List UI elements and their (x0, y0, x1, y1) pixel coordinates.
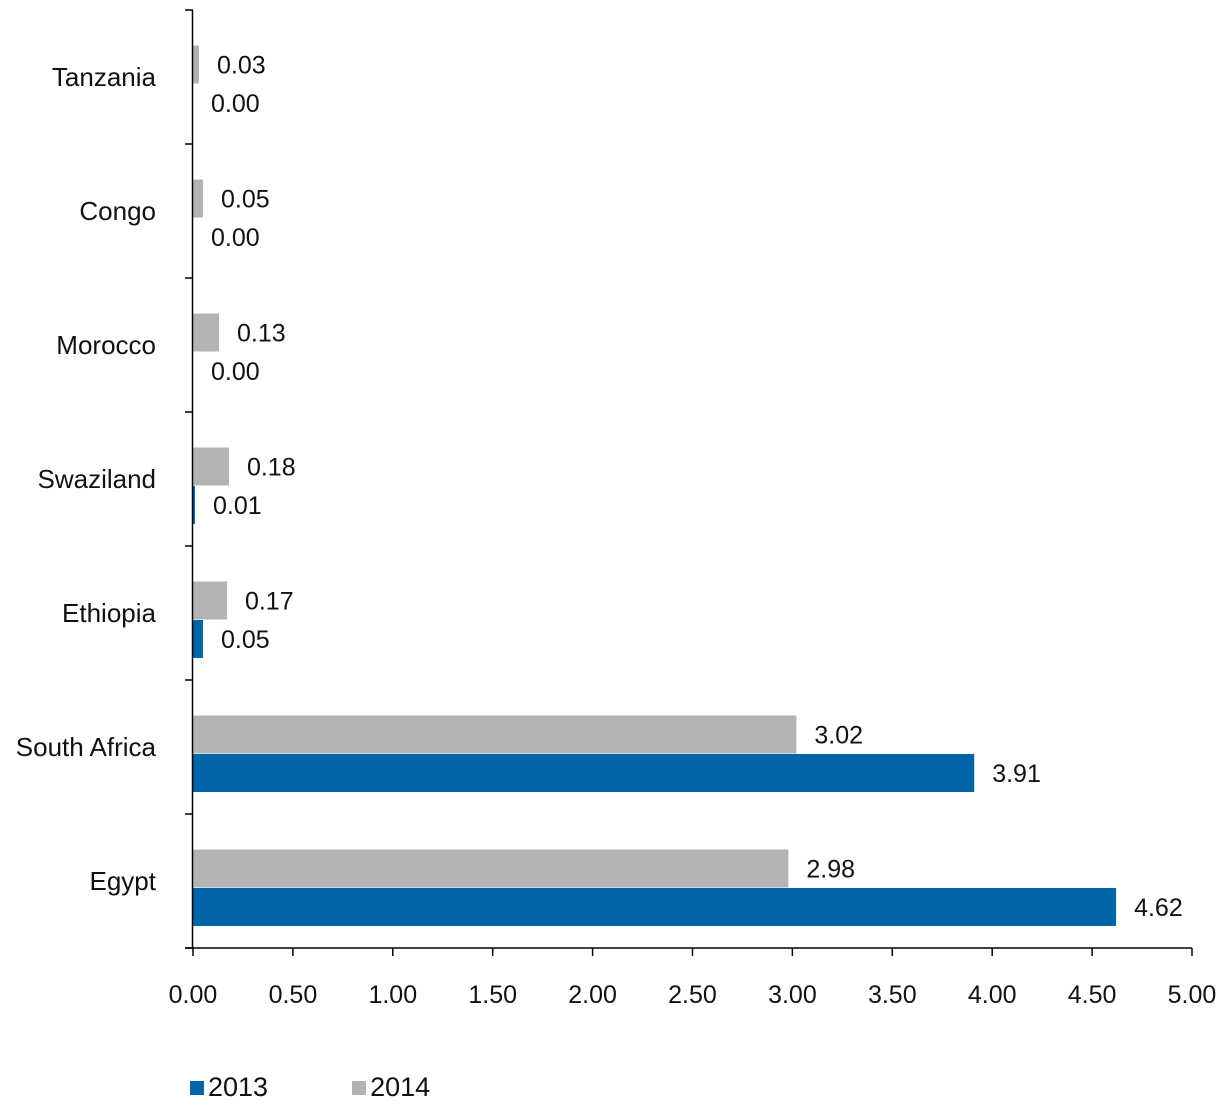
data-label-south-africa-2014: 3.02 (814, 722, 863, 750)
bar-chart: 2.98 4.62 Egypt 3.02 3.91 South Africa 0.17 0.0… (16, 9, 1217, 1010)
category-label-tanzania: Tanzania (52, 62, 157, 92)
x-tick-label: 3.50 (868, 981, 917, 1009)
x-tick-label: 4.00 (968, 981, 1017, 1009)
legend-swatch-2013 (190, 1080, 204, 1095)
x-tick-label: 2.00 (568, 981, 617, 1009)
data-label-morocco-2013: 0.00 (211, 358, 260, 386)
bar-south-africa-2014 (193, 715, 797, 754)
bar-tanzania-2014 (193, 45, 199, 84)
x-tick-label: 3.00 (768, 981, 817, 1009)
legend: 2013 2014 (190, 1072, 514, 1103)
bar-egypt-2013 (193, 888, 1117, 926)
data-label-swaziland-2014: 0.18 (247, 454, 296, 482)
x-tick-label: 2.50 (668, 981, 717, 1009)
bar-morocco-2014 (193, 313, 219, 352)
legend-item-2013: 2013 (190, 1072, 268, 1103)
data-label-south-africa-2013: 3.91 (992, 760, 1041, 788)
data-label-congo-2014: 0.05 (221, 186, 270, 214)
axes-layer (185, 9, 1193, 956)
bar-swaziland-2013 (193, 486, 195, 524)
data-label-tanzania-2014: 0.03 (217, 52, 266, 80)
x-tick-label: 5.00 (1168, 981, 1217, 1009)
data-label-tanzania-2013: 0.00 (211, 90, 260, 118)
data-label-ethiopia-2013: 0.05 (221, 626, 270, 654)
data-label-ethiopia-2014: 0.17 (245, 588, 294, 616)
legend-item-2014: 2014 (352, 1072, 430, 1103)
legend-label-2013: 2013 (208, 1072, 269, 1102)
x-tick-label: 0.50 (269, 981, 318, 1009)
category-label-south-africa: South Africa (16, 732, 157, 762)
category-label-morocco: Morocco (56, 330, 156, 360)
data-label-congo-2013: 0.00 (211, 224, 260, 252)
category-label-congo: Congo (79, 196, 156, 226)
bar-ethiopia-2013 (193, 620, 203, 658)
bars-layer (193, 45, 1117, 926)
x-tick-label: 1.00 (368, 981, 417, 1009)
legend-label-2014: 2014 (370, 1072, 431, 1102)
data-label-egypt-2014: 2.98 (806, 856, 855, 884)
bar-egypt-2014 (193, 849, 789, 888)
category-label-ethiopia: Ethiopia (62, 598, 156, 628)
bar-congo-2014 (193, 179, 203, 218)
category-label-egypt: Egypt (90, 866, 157, 896)
data-label-swaziland-2013: 0.01 (213, 492, 262, 520)
category-label-swaziland: Swaziland (37, 464, 156, 494)
data-label-morocco-2014: 0.13 (237, 320, 286, 348)
data-label-egypt-2013: 4.62 (1134, 894, 1183, 922)
bar-south-africa-2013 (193, 754, 975, 792)
x-tick-label: 4.50 (1068, 981, 1117, 1009)
x-tick-label: 0.00 (169, 981, 218, 1009)
bar-ethiopia-2014 (193, 581, 227, 620)
x-tick-label: 1.50 (468, 981, 517, 1009)
labels-layer: 2.98 4.62 Egypt 3.02 3.91 South Africa 0.17 0.0… (16, 52, 1217, 1010)
bar-swaziland-2014 (193, 447, 229, 486)
legend-swatch-2014 (352, 1080, 367, 1095)
